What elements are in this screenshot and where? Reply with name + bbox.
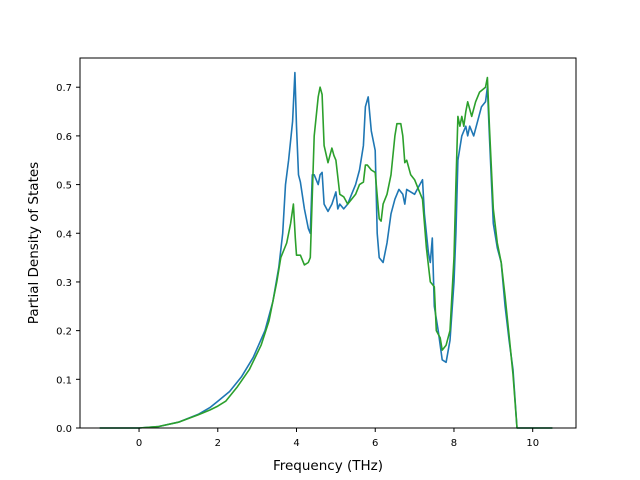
y-tick-label: 0.7 xyxy=(56,83,72,94)
x-tick-label: 4 xyxy=(293,438,299,449)
plot-area xyxy=(80,58,576,428)
y-axis-ticks: 0.0 0.1 0.2 0.3 0.4 0.5 0.6 0.7 xyxy=(56,83,80,435)
x-tick-label: 8 xyxy=(451,438,457,449)
y-tick-label: 0.6 xyxy=(56,132,72,143)
series-layer xyxy=(99,71,553,429)
y-tick-label: 0.3 xyxy=(56,278,72,289)
x-tick-label: 10 xyxy=(526,438,539,449)
plot-frame xyxy=(79,57,577,429)
x-tick-label: 0 xyxy=(136,438,142,449)
series-line-2 xyxy=(99,76,553,429)
x-tick-label: 6 xyxy=(372,438,378,449)
x-axis-ticks: 0 2 4 6 8 10 xyxy=(136,428,539,449)
y-tick-label: 0.4 xyxy=(56,229,72,240)
y-tick-label: 0.2 xyxy=(56,327,72,338)
y-axis-title: Partial Density of States xyxy=(26,162,42,324)
x-tick-label: 2 xyxy=(215,438,221,449)
y-tick-label: 0.0 xyxy=(56,424,72,435)
y-tick-label: 0.1 xyxy=(56,375,72,386)
series-line-1 xyxy=(99,71,553,429)
x-axis-title: Frequency (THz) xyxy=(273,458,383,474)
y-tick-label: 0.5 xyxy=(56,181,72,192)
